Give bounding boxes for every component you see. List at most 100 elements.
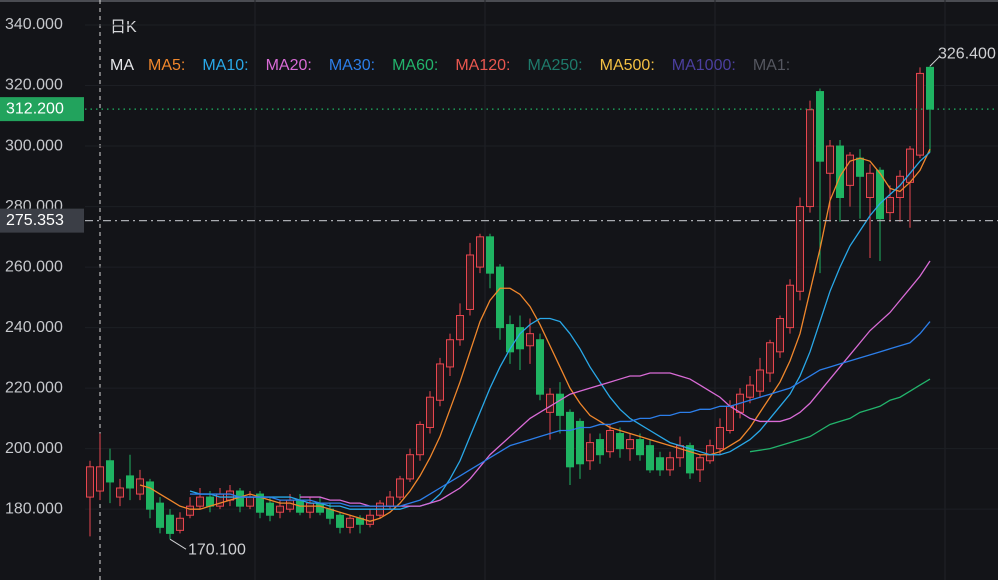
candle-body	[396, 478, 404, 498]
candle-body	[846, 154, 854, 186]
low-pointer	[169, 538, 187, 550]
candle-body	[616, 433, 624, 450]
candle-body	[526, 333, 534, 347]
candle-body	[586, 442, 594, 462]
candle-body	[416, 423, 424, 456]
candle-body	[306, 502, 314, 513]
high-pointer	[929, 55, 941, 67]
candle-body	[766, 342, 774, 374]
candle-body	[196, 496, 204, 507]
ma-line	[189, 151, 931, 510]
legend-prefix: MA	[110, 57, 134, 74]
candle-body	[646, 445, 654, 471]
y-tick-label: 300.000	[5, 137, 63, 154]
candle-body	[386, 496, 394, 507]
candle-body	[156, 502, 164, 528]
candle-body	[106, 460, 114, 483]
candle-body	[256, 493, 264, 513]
candle-body	[816, 91, 824, 162]
candle-body	[666, 457, 674, 471]
candle-body	[366, 514, 374, 525]
candle-body	[496, 266, 504, 329]
legend-entry: MA20:	[266, 57, 312, 74]
candle-body	[466, 254, 474, 310]
y-tick-label: 180.000	[5, 500, 63, 517]
candle-body	[506, 324, 514, 353]
candle-body	[336, 514, 344, 528]
candle-body	[456, 315, 464, 341]
candle-body	[176, 517, 184, 531]
candle-body	[636, 439, 644, 456]
ma-line	[190, 321, 931, 507]
candle-body	[406, 454, 414, 480]
legend-entry: MA500:	[600, 57, 655, 74]
y-tick-label: 220.000	[5, 379, 63, 396]
candle-body	[566, 411, 574, 468]
low-label: 170.100	[188, 541, 246, 558]
candle-body	[546, 393, 554, 413]
candle-body	[696, 457, 704, 471]
candle-body	[536, 339, 544, 395]
candle-body	[686, 445, 694, 474]
candle-body	[596, 439, 604, 456]
candle-body	[626, 439, 634, 450]
candle-body	[916, 72, 924, 156]
y-tick-label: 200.000	[5, 440, 63, 457]
candle-body	[856, 157, 864, 177]
candle-body	[556, 393, 564, 416]
candle-body	[926, 66, 934, 110]
candle-body	[726, 405, 734, 432]
legend-entry: MA1:	[753, 57, 790, 74]
candle-body	[86, 466, 94, 498]
legend-entry: MA250:	[527, 57, 582, 74]
candle-body	[776, 318, 784, 353]
candle-body	[146, 481, 154, 510]
candle-body	[876, 169, 884, 220]
candle-body	[426, 396, 434, 428]
period-label: 日K	[110, 19, 137, 36]
last-price-tag	[0, 97, 84, 122]
candle-body	[866, 172, 874, 198]
candle-body	[286, 499, 294, 510]
candle-body	[486, 236, 494, 274]
candle-body	[746, 384, 754, 398]
candle-body	[96, 466, 104, 492]
candle-body	[266, 502, 274, 516]
candle-body	[276, 505, 284, 513]
candle-body	[606, 430, 614, 453]
legend-entry: MA10:	[202, 57, 248, 74]
candle-body	[346, 517, 354, 528]
candle-body	[126, 475, 134, 489]
candle-body	[476, 236, 484, 268]
ma-line	[749, 378, 931, 453]
y-tick-label: 260.000	[5, 258, 63, 275]
candle-body	[436, 363, 444, 401]
vertical-grid	[254, 0, 946, 580]
crosshair-label: 275.353	[6, 212, 64, 229]
candle-body	[806, 109, 814, 208]
candle-body	[136, 478, 144, 495]
legend-entry: MA60:	[392, 57, 438, 74]
high-label: 326.400	[938, 45, 996, 62]
legend-entry: MA1000:	[672, 57, 736, 74]
candle-body	[236, 490, 244, 507]
candle-body	[576, 420, 584, 465]
candle-body	[896, 175, 904, 198]
candle-body	[706, 445, 714, 462]
candle-body	[716, 426, 724, 450]
candle-body	[166, 514, 174, 534]
candle-body	[796, 206, 804, 292]
candle-body	[906, 148, 914, 183]
crosshair-tag	[0, 208, 84, 233]
candle-body	[446, 339, 454, 368]
last-price-label: 312.200	[6, 100, 64, 117]
legend-entry: MA5:	[148, 57, 185, 74]
candle-body	[116, 487, 124, 498]
legend-entry: MA120:	[455, 57, 510, 74]
ma-line	[139, 148, 931, 522]
candle-body	[246, 496, 254, 507]
candle-body	[786, 284, 794, 329]
y-tick-label: 340.000	[5, 16, 63, 33]
